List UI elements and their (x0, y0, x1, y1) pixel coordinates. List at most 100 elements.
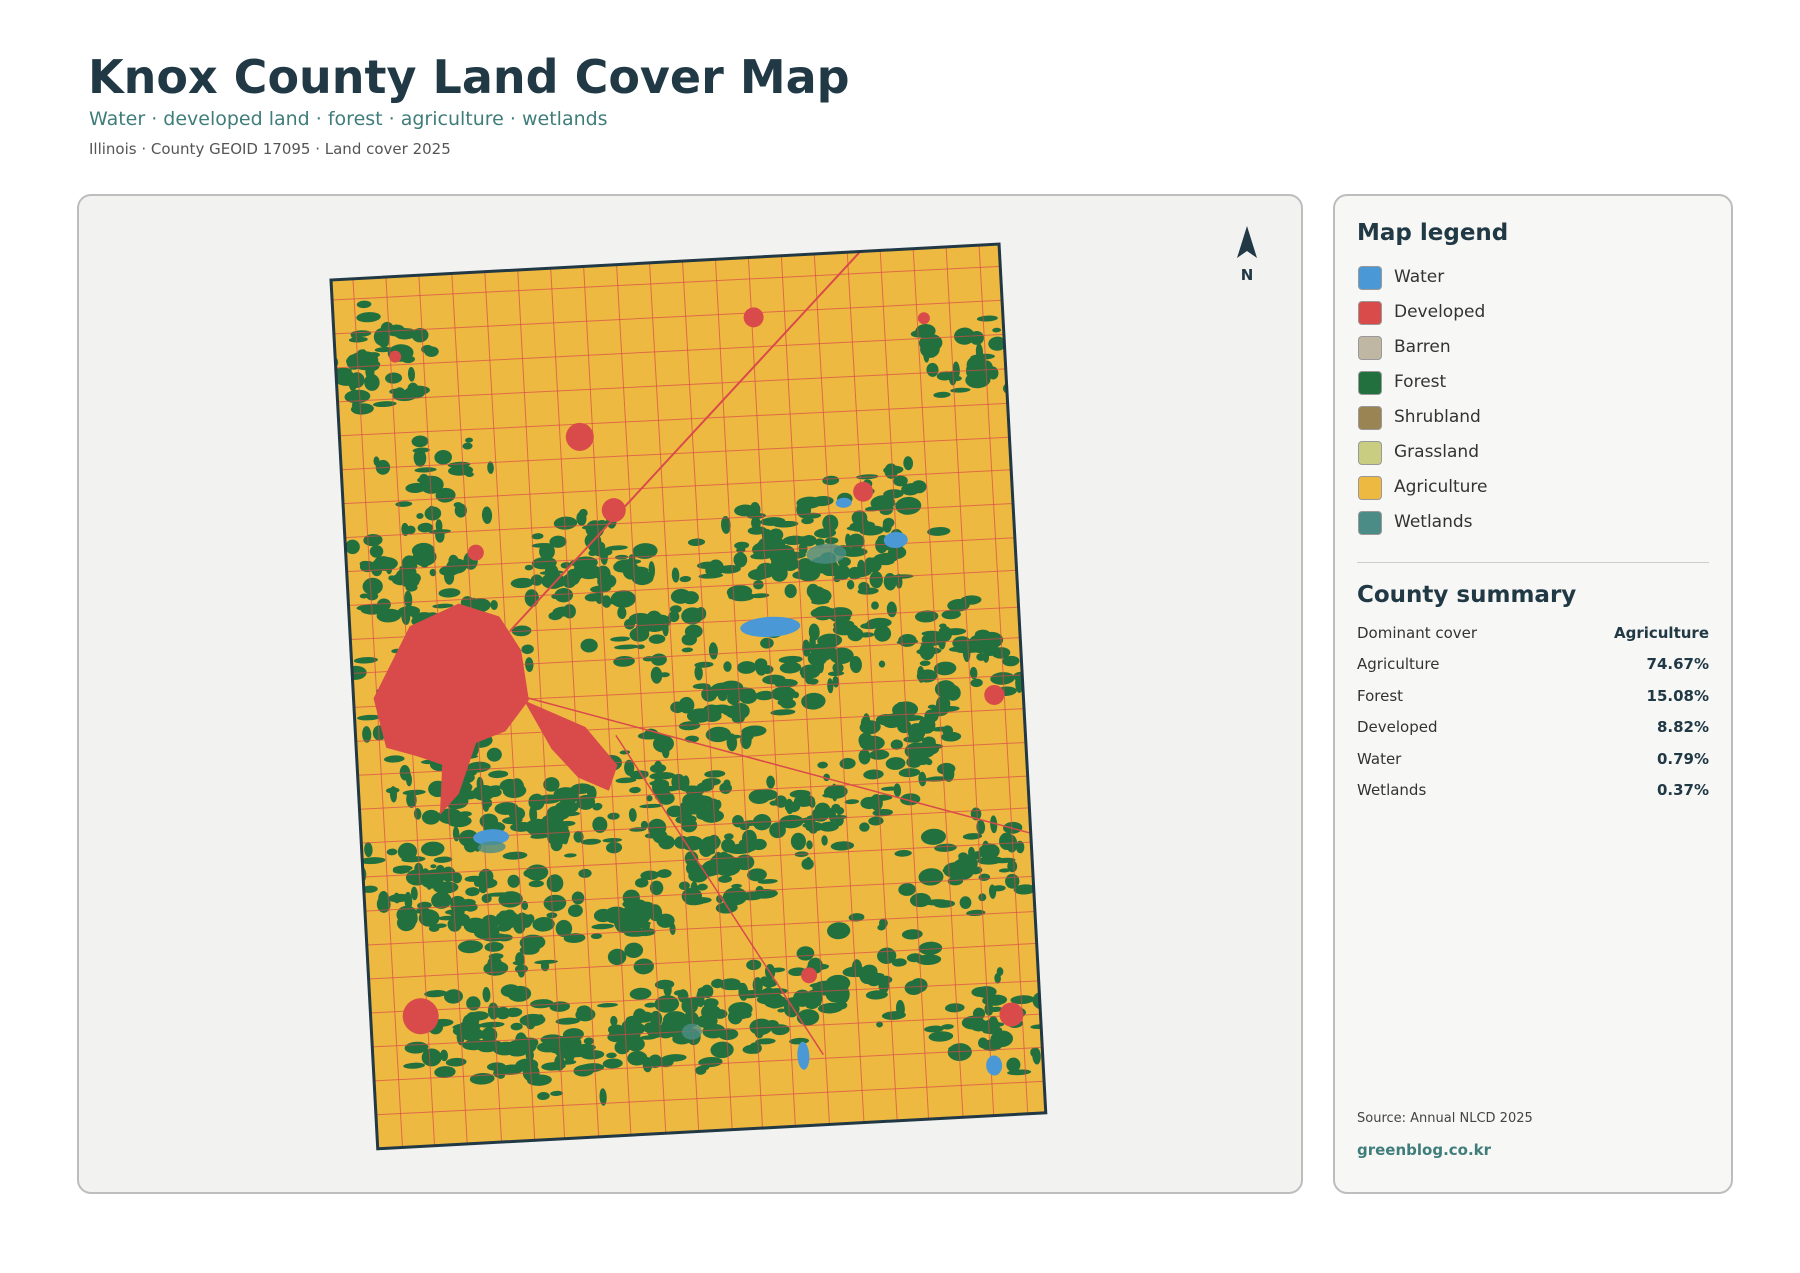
forest-patch (1006, 1057, 1021, 1073)
forest-patch (479, 813, 499, 829)
forest-patch (670, 701, 685, 714)
forest-patch (876, 1021, 883, 1028)
forest-patch (947, 598, 970, 612)
forest-patch (637, 903, 655, 915)
forest-patch (726, 733, 738, 752)
north-arrow (1237, 226, 1257, 258)
site: greenblog.co.kr (1357, 1141, 1492, 1159)
wetland (477, 841, 506, 854)
town (743, 307, 764, 328)
forest-patch (718, 875, 733, 883)
forest-patch (507, 874, 520, 888)
forest-patch (738, 689, 758, 704)
forest-patch (705, 726, 731, 743)
road (337, 368, 1006, 403)
forest-patch (466, 996, 481, 1011)
forest-patch (721, 705, 744, 717)
forest-patch (864, 557, 876, 573)
forest-patch (849, 655, 862, 674)
forest-patch (988, 1006, 1004, 1013)
forest-patch (624, 1022, 646, 1036)
forest-patch (637, 731, 663, 740)
road (366, 911, 1035, 946)
forest-patch (962, 833, 983, 840)
forest-patch (779, 661, 802, 674)
forest-patch (784, 584, 797, 599)
forest-patch (860, 622, 883, 630)
legend-swatch (1358, 406, 1382, 430)
forest-patch (370, 355, 378, 367)
forest-patch (461, 1028, 485, 1042)
forest-patch (438, 808, 463, 825)
town (999, 1002, 1024, 1027)
forest-patch (975, 343, 984, 361)
forest-patch (650, 666, 663, 684)
summary-value: 0.79% (1656, 749, 1709, 768)
forest-patch (438, 915, 457, 921)
forest-patch (541, 1062, 566, 1071)
forest-patch (934, 680, 957, 698)
forest-patch (381, 614, 392, 619)
forest-patch (418, 473, 430, 486)
summary-row: Water 0.79% (1357, 750, 1709, 768)
forest-patch (915, 747, 935, 759)
forest-patch (561, 827, 569, 845)
summary-row: Dominant cover Agriculture (1357, 624, 1709, 642)
forest-patch (907, 723, 926, 741)
forest-patch (711, 978, 725, 989)
meta: Illinois · County GEOID 17095 · Land cov… (89, 140, 451, 158)
forest-patch (546, 912, 558, 919)
road (583, 266, 632, 1136)
forest-patch (904, 980, 924, 995)
forest-patch (684, 624, 703, 639)
forest-patch (500, 984, 521, 998)
forest-patch (871, 601, 879, 610)
forest-patch (881, 786, 899, 791)
forest-patch (410, 886, 418, 901)
forest-patch (412, 548, 437, 567)
subtitle: Water · developed land · forest · agricu… (89, 108, 608, 130)
forest-patch (481, 1027, 498, 1043)
forest-patch (567, 1039, 577, 1058)
forest-patch (998, 868, 1011, 873)
road (332, 265, 1001, 301)
forest-patch (614, 644, 639, 650)
forest-patch (421, 809, 441, 825)
forest-patch (488, 953, 504, 960)
forest-patch (405, 772, 412, 787)
summary-value: 74.67% (1646, 655, 1709, 674)
forest-patch (770, 709, 796, 716)
forest-patch (640, 820, 649, 830)
forest-patch (412, 447, 430, 453)
forest-patch (629, 786, 641, 794)
forest-patch (510, 577, 534, 589)
forest-patch (549, 535, 567, 548)
forest-patch (397, 842, 418, 861)
forest-patch (749, 593, 770, 599)
forest-patch (869, 571, 883, 589)
forest-patch (882, 521, 892, 533)
road (912, 248, 964, 1118)
forest-patch (350, 403, 374, 415)
divider (1357, 562, 1709, 563)
summary-label: Developed (1357, 718, 1438, 737)
forest-patch (606, 1052, 617, 1059)
forest-patch (874, 625, 892, 642)
legend-label: Water (1394, 267, 1445, 287)
forest-patch (950, 387, 971, 393)
town (853, 481, 874, 502)
forest-patch (827, 922, 851, 940)
forest-patch (666, 1017, 678, 1029)
forest-patch (735, 854, 755, 871)
forest-patch (406, 387, 426, 399)
forest-patch (817, 761, 828, 769)
forest-patch (768, 544, 795, 560)
road (370, 980, 1039, 1014)
forest-patch (610, 590, 636, 608)
forest-patch (634, 878, 649, 888)
forest-patch (597, 573, 617, 589)
forest-patch (529, 805, 538, 823)
forest-patch (567, 904, 583, 917)
forest-patch (873, 552, 899, 564)
forest-patch (445, 1057, 467, 1067)
